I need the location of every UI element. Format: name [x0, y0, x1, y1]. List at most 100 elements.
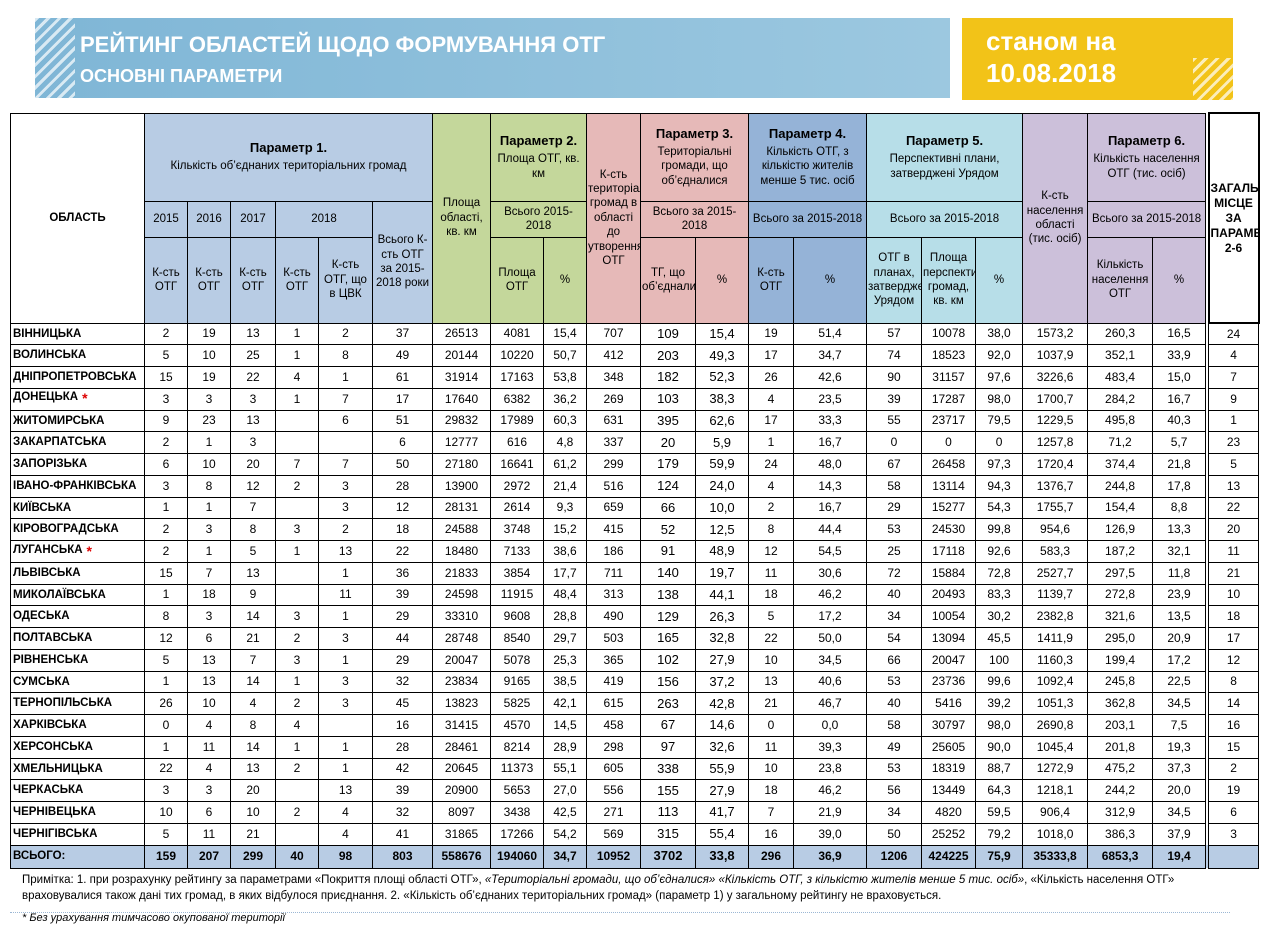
oblast-name: ХМЕЛЬНИЦЬКА — [13, 762, 103, 775]
table-cell: 415 — [586, 518, 642, 541]
header-cell: Кількість населення ОТГ — [1087, 236, 1154, 324]
table-cell: 9 — [230, 583, 276, 607]
table-cell: 20900 — [432, 779, 492, 802]
table-cell: 44,4 — [793, 518, 868, 541]
table-row: СУМСЬКА 1 13 14 1 3 32 23834 9165 38,5 419 156 37,2 1… — [10, 670, 1260, 694]
table-cell: 14,3 — [793, 474, 868, 498]
table-cell: 55 — [866, 409, 923, 433]
table-cell: 40,3 — [1152, 409, 1207, 433]
table-cell: 707 — [586, 322, 642, 346]
table-cell: 92,0 — [975, 344, 1024, 367]
table-cell: 32 — [371, 801, 434, 824]
table-cell: 15,4 — [695, 322, 750, 346]
table-cell: 4 — [230, 692, 276, 715]
header-cell: Параметр 6. Кількість населення ОТГ (тис.… — [1087, 112, 1207, 202]
oblast-name: ЧЕРНІГІВСЬКА — [13, 827, 98, 840]
header-cell: % — [975, 236, 1024, 324]
table-cell: 24 — [1208, 322, 1260, 346]
table-cell: 54,3 — [975, 496, 1024, 520]
header-cell: Площа ОТГ — [490, 236, 545, 324]
table-cell: 21 — [748, 692, 795, 715]
table-cell: 6853,3 — [1087, 844, 1154, 869]
table-cell: 90 — [866, 366, 923, 389]
table-cell: 22 — [144, 757, 188, 781]
table-cell: 13449 — [921, 779, 977, 802]
table-cell: 53 — [866, 757, 923, 781]
table-cell: 30797 — [921, 714, 977, 737]
table-cell: 36,2 — [543, 387, 588, 411]
table-cell: 33310 — [432, 605, 492, 628]
header-cell: % — [695, 236, 750, 324]
table-body: ВІННИЦЬКА 2 19 13 1 2 37 26513 4081 15,4 707 109 15,… — [10, 322, 1260, 869]
table-cell: 6 — [144, 453, 188, 476]
table-cell: 94,3 — [975, 474, 1024, 498]
table-cell: 14 — [230, 605, 276, 628]
table-row: ЧЕРНІГІВСЬКА 5 11 21 4 41 31865 17266 54,2 569 315… — [10, 822, 1260, 846]
oblast-name: ОДЕСЬКА — [13, 610, 70, 623]
table-cell: 29 — [371, 648, 434, 672]
spacer — [1205, 113, 1209, 323]
table-cell: 8540 — [490, 627, 545, 650]
table-cell: 11373 — [490, 757, 545, 781]
table-cell: 32 — [371, 670, 434, 694]
table-cell: 17,8 — [1152, 474, 1207, 498]
table-cell: 503 — [586, 627, 642, 650]
table-cell: 33,3 — [793, 409, 868, 433]
table-cell: 41 — [371, 822, 434, 846]
table-cell: 18480 — [432, 540, 492, 563]
table-cell: 13 — [187, 670, 231, 694]
table-cell: 374,4 — [1087, 453, 1154, 476]
table-cell: 7 — [230, 648, 276, 672]
table-cell: 8 — [748, 518, 795, 541]
note-mark: * — [82, 390, 88, 407]
header-cell: Всього за 2015-2018 — [1087, 200, 1207, 238]
table-cell — [275, 561, 319, 585]
table-cell: 5078 — [490, 648, 545, 672]
table-cell: 1 — [187, 431, 231, 454]
table-row: ЧЕРНІВЕЦЬКА 10 6 10 2 4 32 8097 3438 42,5 271 113 41… — [10, 801, 1260, 824]
table-cell: 8,8 — [1152, 496, 1207, 520]
table-row: ВІННИЦЬКА 2 19 13 1 2 37 26513 4081 15,4 707 109 15,… — [10, 322, 1260, 346]
table-cell: 13 — [318, 540, 373, 563]
table-cell: 13823 — [432, 692, 492, 715]
table-cell: 102 — [640, 648, 697, 672]
table-cell: 9,3 — [543, 496, 588, 520]
table-cell: 1051,3 — [1022, 692, 1089, 715]
table-row: ЛЬВІВСЬКА 15 7 13 1 36 21833 3854 17,7 711 140 19,7… — [10, 561, 1260, 585]
table-cell: 12 — [144, 627, 188, 650]
table-cell: 57 — [866, 322, 923, 346]
table-cell: 38,5 — [543, 670, 588, 694]
table-cell: 31865 — [432, 822, 492, 846]
table-cell: 906,4 — [1022, 801, 1089, 824]
table-cell: 3 — [230, 431, 276, 454]
table-cell: 18 — [748, 779, 795, 802]
table-cell: 24,0 — [695, 474, 750, 498]
table-cell: 19 — [1208, 779, 1260, 802]
header-cell: 2017 — [230, 200, 276, 238]
header-cell: Всього за 2015-2018 — [748, 200, 868, 238]
table-cell: 34,5 — [1152, 692, 1207, 715]
table-cell: 13 — [187, 648, 231, 672]
spacer — [1205, 540, 1209, 563]
table-cell: 244,8 — [1087, 474, 1154, 498]
table-cell: 3 — [144, 779, 188, 802]
table-cell: 2 — [275, 692, 319, 715]
table-cell: 13,3 — [1152, 518, 1207, 541]
table-cell: 53 — [866, 670, 923, 694]
table-cell: 0 — [144, 714, 188, 737]
table-cell: 12 — [230, 474, 276, 498]
table-cell: 569 — [586, 822, 642, 846]
header-cell: ОТГ в планах, затверджених Урядом — [866, 236, 923, 324]
table-row: ВОЛИНСЬКА 5 10 25 1 8 49 20144 10220 50,7 412 203 49… — [10, 344, 1260, 367]
table-cell: 40 — [275, 844, 319, 869]
table-cell: 27,9 — [695, 779, 750, 802]
table-cell: 495,8 — [1087, 409, 1154, 433]
table-cell: 50 — [866, 822, 923, 846]
spacer — [1205, 823, 1209, 845]
table-cell: 98,0 — [975, 714, 1024, 737]
table-cell: 4,8 — [543, 431, 588, 454]
table-cell: 2 — [144, 322, 188, 346]
table-cell: 2382,8 — [1022, 605, 1089, 628]
table-cell: 51,4 — [793, 322, 868, 346]
table-cell: 109 — [640, 322, 697, 346]
